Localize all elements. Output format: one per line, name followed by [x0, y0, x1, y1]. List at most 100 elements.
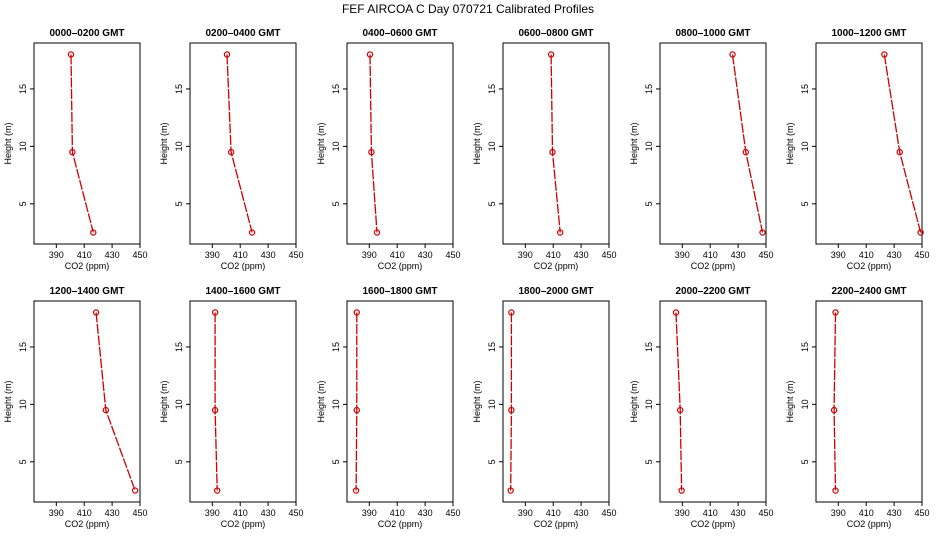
panel-title: 1600–1800 GMT	[362, 286, 437, 297]
profile-point	[373, 229, 381, 236]
x-axis-label: CO2 (ppm)	[221, 261, 266, 271]
x-tick-label: 430	[574, 250, 589, 260]
y-axis-label: Height (m)	[3, 122, 13, 164]
profile-point	[213, 487, 221, 494]
x-tick-label: 390	[675, 508, 690, 518]
x-axis-label: CO2 (ppm)	[378, 261, 423, 271]
y-tick-label: 5	[331, 201, 341, 206]
profile-point	[211, 406, 219, 414]
panel-title: 1400–1600 GMT	[205, 286, 280, 297]
y-tick-label: 10	[331, 399, 341, 409]
x-tick-label: 410	[546, 250, 561, 260]
x-tick-label: 430	[105, 508, 120, 518]
x-tick-label: 390	[831, 250, 846, 260]
y-axis-label: Height (m)	[316, 380, 326, 422]
plot-frame	[502, 300, 610, 503]
x-axis-label: CO2 (ppm)	[221, 519, 266, 529]
profile-point	[832, 309, 839, 316]
x-tick-label: 410	[703, 508, 718, 518]
y-axis-label: Height (m)	[3, 380, 13, 422]
profile-point	[223, 51, 231, 58]
profile-panel: 0000–0200 GMT 390 410 430 450 5 10 15 CO2 (ppm) H…	[3, 28, 148, 271]
plot-frame	[189, 42, 297, 245]
panel-title: 0600–0800 GMT	[518, 28, 593, 39]
y-tick-label: 10	[487, 141, 497, 151]
x-tick-label: 450	[288, 250, 303, 260]
y-tick-label: 15	[644, 342, 654, 352]
x-tick-label: 450	[758, 250, 773, 260]
profile-panel: 1800–2000 GMT 390 410 430 450 5 10 15 CO2 (ppm) H…	[472, 286, 617, 529]
x-tick-label: 410	[233, 508, 248, 518]
x-tick-label: 390	[362, 508, 377, 518]
plot-frame	[189, 300, 297, 503]
plot-frame	[815, 300, 923, 503]
x-tick-label: 410	[703, 250, 718, 260]
profile-point	[508, 309, 515, 316]
plot-frame	[346, 42, 454, 245]
profile-point	[917, 229, 924, 236]
y-tick-label: 15	[487, 84, 497, 94]
y-tick-label: 5	[174, 459, 184, 464]
profile-panel: 1200–1400 GMT 390 410 430 450 5 10 15 CO2 (ppm) H…	[3, 286, 148, 529]
profile-point	[366, 51, 374, 58]
y-tick-label: 10	[800, 399, 810, 409]
y-axis-label: Height (m)	[472, 380, 482, 422]
y-tick-label: 10	[644, 399, 654, 409]
panel-grid: 0000–0200 GMT 390 410 430 450 5 10 15 CO2 (ppm) H…	[3, 28, 930, 529]
y-tick-label: 15	[174, 342, 184, 352]
x-tick-label: 410	[859, 250, 874, 260]
panel-title: 1800–2000 GMT	[518, 286, 593, 297]
profile-line	[226, 54, 253, 233]
y-axis-label: Height (m)	[785, 122, 795, 164]
x-tick-label: 450	[132, 508, 147, 518]
x-tick-label: 390	[831, 508, 846, 518]
y-axis-label: Height (m)	[472, 122, 482, 164]
plot-frame	[659, 300, 767, 503]
profile-point	[507, 487, 514, 494]
y-tick-label: 10	[174, 141, 184, 151]
profile-point	[248, 229, 256, 236]
profile-line	[95, 312, 136, 491]
y-tick-label: 15	[174, 84, 184, 94]
profile-point	[67, 51, 75, 58]
profile-point	[92, 309, 100, 316]
profile-point	[832, 487, 839, 494]
plot-frame	[659, 42, 767, 245]
panel-title: 0400–0600 GMT	[362, 28, 437, 39]
profile-line	[369, 54, 378, 233]
profile-point	[352, 487, 360, 494]
y-tick-label: 15	[800, 342, 810, 352]
x-tick-label: 390	[49, 508, 64, 518]
profile-panel: 0200–0400 GMT 390 410 430 450 5 10 15 CO2 (ppm) H…	[159, 28, 304, 271]
panel-title: 0200–0400 GMT	[205, 28, 280, 39]
x-tick-label: 450	[288, 508, 303, 518]
profile-point	[131, 487, 139, 494]
y-tick-label: 5	[18, 459, 28, 464]
x-axis-label: CO2 (ppm)	[378, 519, 423, 529]
x-tick-label: 410	[77, 508, 92, 518]
y-axis-label: Height (m)	[785, 380, 795, 422]
profile-line	[731, 54, 764, 233]
x-tick-label: 410	[233, 250, 248, 260]
x-tick-label: 390	[518, 250, 533, 260]
profile-line	[70, 54, 94, 233]
x-tick-label: 430	[261, 250, 276, 260]
y-tick-label: 15	[331, 84, 341, 94]
x-tick-label: 450	[914, 508, 929, 518]
x-tick-label: 390	[49, 250, 64, 260]
y-axis-label: Height (m)	[159, 122, 169, 164]
y-tick-label: 10	[331, 141, 341, 151]
y-tick-label: 5	[331, 459, 341, 464]
profile-panel: 2200–2400 GMT 390 410 430 450 5 10 15 CO2 (ppm) H…	[785, 286, 930, 529]
plot-frame	[502, 42, 610, 245]
x-tick-label: 450	[914, 250, 929, 260]
plot-frame	[33, 300, 141, 503]
x-axis-label: CO2 (ppm)	[847, 519, 892, 529]
x-tick-label: 430	[887, 508, 902, 518]
profile-point	[672, 309, 680, 316]
profile-point	[881, 51, 888, 58]
profile-point	[556, 229, 564, 236]
profile-line	[883, 54, 922, 233]
plot-frame	[815, 42, 923, 245]
profile-point	[227, 148, 235, 156]
